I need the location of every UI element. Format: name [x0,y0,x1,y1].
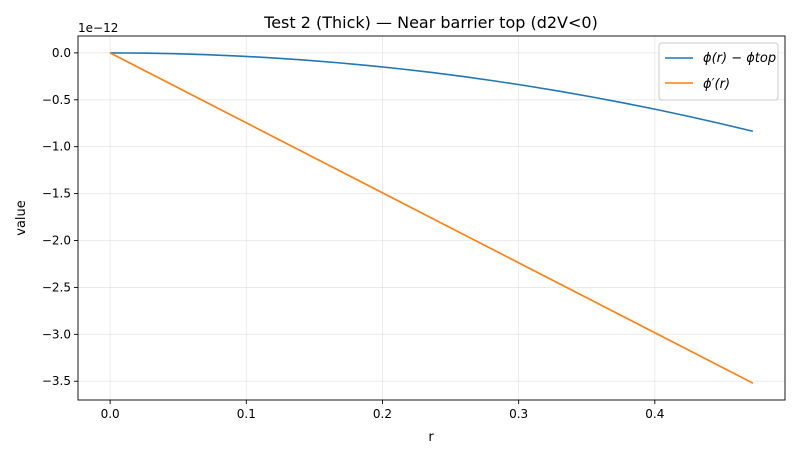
legend-label-phi: ϕ(r) − ϕtop [703,51,776,66]
x-tick-label: 0.0 [101,407,120,421]
plot-frame [77,35,786,401]
legend: ϕ(r) − ϕtop ϕ′(r) [658,42,779,101]
x-tick-label: 0.4 [645,407,664,421]
series-line-0 [110,52,754,133]
y-offset-label: 1e−12 [78,21,118,35]
legend-label-dphi: ϕ′(r) [703,77,730,92]
y-axis-label: value [14,200,29,236]
series-layer [109,52,754,384]
y-tick-label: −1.0 [42,140,71,154]
y-tick-label: 0.0 [52,46,71,60]
tick-marks: 0.0 0.1 0.2 0.3 0.4 0.0 −0.5 −1.0 −1.5 −2.0 −2.5 −3… [42,46,665,421]
y-tick-label: −2.5 [42,280,71,294]
x-tick-label: 0.1 [237,407,256,421]
y-tick-label: −2.0 [42,234,71,248]
x-tick-label: 0.3 [509,407,528,421]
y-tick-label: −3.0 [42,327,71,341]
x-tick-label: 0.2 [373,407,392,421]
series-line-1 [109,52,754,384]
y-tick-label: −1.5 [42,187,71,201]
y-tick-label: −3.5 [42,374,71,388]
y-tick-label: −0.5 [42,93,71,107]
x-axis-label: r [428,430,434,445]
chart-title: Test 2 (Thick) — Near barrier top (d2V<0… [263,13,598,32]
grid-lines [78,36,785,400]
